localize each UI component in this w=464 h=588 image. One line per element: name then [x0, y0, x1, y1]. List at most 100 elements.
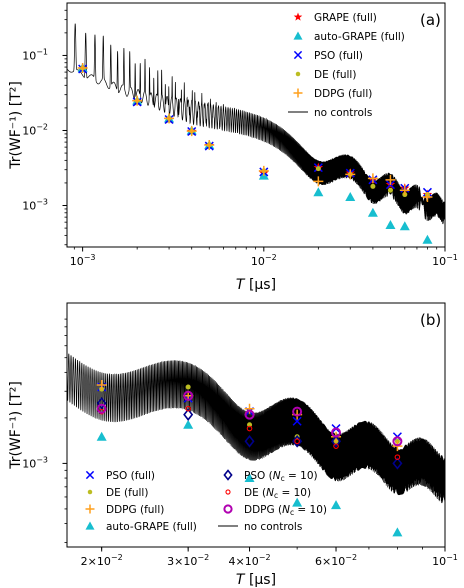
ddpg-n-c-10-point [244, 409, 255, 420]
legend-item-auto-grape-full: auto-GRAPE (full) [293, 31, 405, 43]
panel-a-frame [66, 2, 446, 248]
panel-a-ylabel: Tr(WF⁻¹) [T²] [8, 81, 24, 170]
legend-de-n-c-10-marker [225, 489, 231, 495]
legend-item-pso-full: PSO (full) [293, 50, 363, 62]
auto-grape-full-point [345, 191, 356, 201]
legend-item-ddpg-full: DDPG (full) [293, 88, 372, 100]
ddpg-n-c-10-point [183, 390, 194, 401]
ddpg-full-point [204, 140, 215, 151]
legend-ddpg-full-marker [293, 88, 303, 98]
pso-n-c-10-point [392, 457, 403, 470]
legend-item-no-controls: no controls [288, 107, 372, 119]
legend-label: PSO (full) [106, 470, 155, 482]
y-tick-label: 10−3 [22, 198, 48, 213]
legend-item-ddpg-n-c-10: DDPG (Nc = 10) [223, 504, 327, 517]
panel-b-markers [96, 379, 403, 537]
legend-item-pso-n-c-10: PSO (Nc = 10) [223, 469, 318, 483]
panel-a-markers [77, 63, 433, 244]
auto-grape-full-point [422, 234, 433, 244]
legend-auto-grape-full-marker [293, 31, 303, 40]
panel-b-label: (b) [420, 311, 441, 329]
panel-b-frame [66, 302, 446, 548]
legend-de-full-marker [87, 489, 93, 495]
legend-label: DDPG (full) [314, 88, 372, 100]
x-tick-label: 3×10−2 [167, 553, 209, 568]
legend-label: DDPG (full) [106, 504, 164, 516]
legend-label: DE (Nc = 10) [244, 487, 311, 500]
legend-item-de-n-c-10: DE (Nc = 10) [225, 487, 311, 500]
ddpg-full-point [367, 173, 378, 184]
de-full-point [185, 384, 191, 390]
de-n-c-10-point [185, 405, 191, 412]
legend-label: DE (full) [106, 487, 148, 499]
ddpg-full-point [422, 191, 433, 202]
panel-b-ylabel: Tr(WF⁻¹) [T²] [8, 381, 24, 470]
legend-pso-full-marker [85, 470, 95, 480]
pso-n-c-10-point [244, 435, 255, 448]
auto-grape-full-point [244, 473, 255, 483]
panel-b-legend: PSO (full) DE (full) DDPG (full) auto-GRAPE… [85, 469, 327, 533]
y-tick-label: 10−3 [22, 455, 48, 470]
x-tick-label: 4×10−2 [229, 553, 271, 568]
ddpg-full-point [313, 176, 324, 187]
legend-item-no-controls: no controls [218, 521, 302, 533]
pso-n-c-10-point [292, 435, 303, 448]
legend-item-de-full: DE (full) [87, 487, 148, 499]
panel-a-label: (a) [420, 11, 441, 29]
pso-n-c-10-point [96, 396, 107, 410]
auto-grape-full-point [399, 221, 410, 231]
legend-pso-full-marker [293, 50, 303, 60]
auto-grape-full-point [392, 527, 403, 537]
de-full-point [315, 166, 321, 172]
panel-b-ticks: 2×10−2 3×10−2 4×10−2 6×10−2 10−1 10−3 [22, 318, 458, 568]
auto-grape-full-point [292, 497, 303, 507]
legend-label: DE (full) [314, 69, 356, 81]
legend-item-pso-full: PSO (full) [85, 470, 155, 482]
ddpg-full-point [385, 174, 396, 185]
x-tick-label: 10−1 [432, 253, 458, 268]
ddpg-full-point [164, 113, 175, 124]
legend-label: no controls [314, 107, 372, 119]
de-full-point [370, 183, 376, 189]
legend-de-full-marker [295, 71, 301, 77]
de-n-c-10-point [246, 425, 253, 432]
legend-ddpg-full-marker [85, 504, 95, 514]
auto-grape-full-point [367, 207, 378, 217]
ddpg-n-c-10-point [392, 436, 403, 447]
no-controls-line [66, 353, 446, 504]
ddpg-full-point [77, 63, 88, 74]
y-tick-label: 10−2 [22, 122, 48, 137]
ddpg-full-point [132, 95, 143, 106]
pso-n-c-10-point [331, 435, 342, 448]
pso-full-point [292, 416, 302, 426]
legend-pso-n-c-10-marker [223, 469, 233, 481]
legend-item-de-full: DE (full) [295, 69, 356, 81]
legend-grape-full-marker [293, 12, 303, 21]
panel-a-no-controls-curve [66, 23, 446, 225]
de-full-point [387, 187, 393, 193]
ddpg-full-point [96, 379, 107, 390]
legend-label: auto-GRAPE (full) [314, 31, 405, 43]
legend-auto-grape-full-marker [85, 521, 95, 530]
legend-label: PSO (Nc = 10) [244, 470, 318, 483]
ddpg-full-point [244, 403, 255, 414]
legend-item-grape-full: GRAPE (full) [293, 12, 377, 24]
legend-label: no controls [244, 521, 302, 533]
panel-a-xlabel: T [μs] [236, 277, 276, 293]
legend-label: auto-GRAPE (full) [106, 521, 197, 533]
de-n-c-10-point [294, 438, 300, 445]
panel-a-legend: GRAPE (full) auto-GRAPE (full) PSO (full) D… [288, 12, 405, 119]
panel-b-xlabel: T [μs] [236, 572, 276, 588]
legend-item-auto-grape-full: auto-GRAPE (full) [85, 521, 197, 533]
panel-b-no-controls-curve [66, 353, 446, 504]
ddpg-n-c-10-point [96, 403, 107, 414]
auto-grape-full-point [331, 500, 342, 510]
de-n-c-10-point [394, 454, 401, 460]
legend-label: GRAPE (full) [314, 12, 377, 24]
panel-a-ticks: 10−3 10−2 10−1 10−3 10−2 10−1 [22, 9, 458, 268]
auto-grape-full-point [96, 431, 107, 441]
auto-grape-full-point [183, 419, 194, 429]
auto-grape-full-point [385, 219, 396, 229]
pso-n-c-10-point [183, 408, 194, 421]
